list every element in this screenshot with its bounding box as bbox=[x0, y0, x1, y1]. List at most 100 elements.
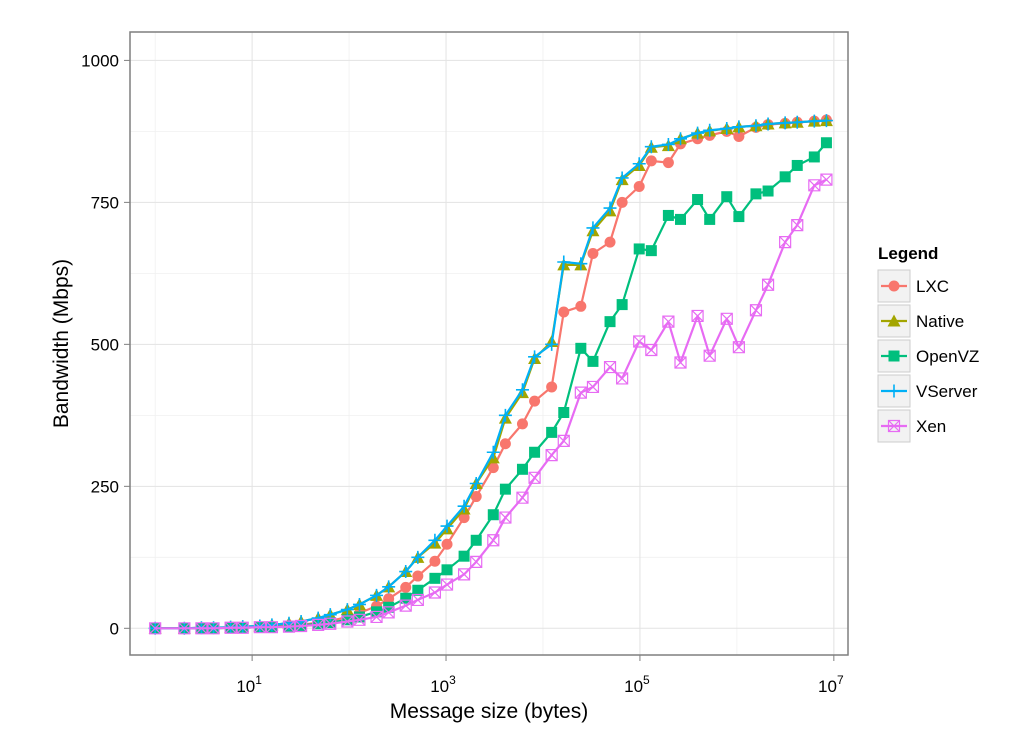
data-point-xen bbox=[761, 278, 775, 291]
data-point-openvz bbox=[529, 446, 541, 458]
data-point-vserver bbox=[545, 337, 559, 351]
series-xen bbox=[149, 173, 833, 635]
data-point-openvz bbox=[779, 171, 791, 183]
data-point-xen bbox=[633, 335, 646, 348]
data-point-lxc bbox=[633, 180, 645, 192]
data-point-vserver bbox=[428, 533, 442, 547]
data-point-vserver bbox=[323, 608, 337, 622]
data-point-vserver bbox=[486, 445, 500, 459]
y-tick-label: 750 bbox=[91, 193, 119, 212]
data-point-xen bbox=[732, 341, 745, 354]
data-point-xen bbox=[791, 218, 804, 232]
data-point-openvz bbox=[820, 137, 832, 149]
data-point-vserver bbox=[632, 157, 646, 171]
data-point-openvz bbox=[516, 463, 528, 475]
data-point-openvz bbox=[604, 316, 616, 328]
data-point-xen bbox=[586, 380, 600, 394]
data-point-lxc bbox=[616, 196, 628, 208]
data-point-vserver bbox=[574, 257, 588, 271]
x-axis-title: Message size (bytes) bbox=[390, 700, 588, 723]
data-point-vserver bbox=[498, 408, 512, 422]
legend-label-lxc: LXC bbox=[916, 277, 949, 296]
data-point-vserver bbox=[515, 383, 529, 397]
data-point-vserver bbox=[732, 120, 746, 134]
data-point-vserver bbox=[399, 565, 413, 579]
data-point-openvz bbox=[662, 209, 674, 221]
data-point-lxc bbox=[499, 438, 511, 450]
legend-key-marker bbox=[888, 350, 900, 362]
data-point-xen bbox=[370, 610, 383, 624]
data-point-vserver bbox=[778, 116, 792, 130]
y-axis-title: Bandwidth (Mbps) bbox=[50, 259, 73, 428]
legend-label-vserver: VServer bbox=[916, 382, 978, 401]
y-tick-label: 250 bbox=[91, 477, 119, 496]
data-point-vserver bbox=[469, 476, 483, 490]
data-point-openvz bbox=[704, 213, 716, 225]
data-point-openvz bbox=[324, 617, 336, 629]
data-point-vserver bbox=[674, 132, 688, 146]
legend-item-openvz: OpenVZ bbox=[877, 339, 979, 373]
data-point-lxc bbox=[487, 462, 499, 474]
data-point-vserver bbox=[661, 137, 675, 151]
data-point-xen bbox=[224, 621, 237, 634]
data-point-xen bbox=[779, 236, 792, 249]
data-point-vserver bbox=[370, 588, 384, 602]
data-point-xen bbox=[265, 621, 279, 634]
data-point-vserver bbox=[411, 550, 425, 564]
data-point-openvz bbox=[499, 483, 511, 495]
data-point-vserver bbox=[340, 603, 354, 617]
data-point-openvz bbox=[791, 159, 803, 171]
data-point-xen bbox=[808, 179, 821, 192]
y-tick-label: 1000 bbox=[81, 51, 119, 70]
data-point-xen bbox=[353, 613, 366, 626]
legend-key-marker bbox=[887, 384, 901, 398]
legend-item-native: Native bbox=[877, 304, 964, 338]
data-point-xen bbox=[440, 578, 454, 591]
data-point-lxc bbox=[662, 157, 674, 169]
series-layer bbox=[148, 114, 833, 635]
data-point-vserver bbox=[311, 611, 325, 625]
plot-panel-border bbox=[129, 31, 849, 656]
data-point-xen bbox=[294, 619, 308, 633]
data-point-xen bbox=[341, 615, 354, 628]
data-point-xen bbox=[574, 386, 587, 399]
data-point-openvz bbox=[400, 592, 412, 604]
data-point-xen bbox=[691, 309, 704, 323]
legend: Legend LXC Native OpenVZ VServer Xen bbox=[877, 244, 979, 443]
data-point-openvz bbox=[692, 194, 704, 206]
data-point-xen bbox=[557, 434, 570, 447]
data-point-xen bbox=[545, 448, 558, 462]
data-point-openvz bbox=[412, 584, 424, 596]
y-tick-label: 500 bbox=[91, 335, 119, 354]
data-point-lxc bbox=[458, 512, 470, 524]
data-point-lxc bbox=[529, 395, 541, 407]
data-point-vserver bbox=[761, 117, 775, 131]
data-point-vserver bbox=[615, 171, 629, 185]
data-point-vserver bbox=[557, 255, 571, 269]
data-point-lxc bbox=[575, 300, 587, 312]
data-point-vserver bbox=[382, 580, 396, 594]
data-point-lxc bbox=[645, 155, 657, 167]
data-point-xen bbox=[428, 586, 442, 599]
data-point-xen bbox=[178, 622, 191, 635]
x-tick-label: 105 bbox=[624, 673, 650, 696]
data-point-vserver bbox=[586, 221, 600, 235]
data-point-xen bbox=[674, 356, 687, 369]
data-point-xen bbox=[662, 315, 675, 328]
data-point-openvz bbox=[645, 245, 657, 257]
series-line-openvz bbox=[155, 142, 828, 630]
data-point-xen bbox=[282, 620, 296, 633]
legend-key-marker bbox=[887, 314, 901, 327]
data-point-lxc bbox=[400, 581, 412, 593]
data-point-xen bbox=[603, 360, 617, 374]
legend-label-xen: Xen bbox=[916, 417, 946, 436]
data-point-lxc bbox=[558, 306, 570, 318]
data-point-lxc bbox=[587, 247, 599, 259]
data-point-vserver bbox=[603, 201, 617, 215]
data-point-openvz bbox=[487, 509, 499, 521]
data-point-openvz bbox=[429, 572, 441, 584]
data-point-vserver bbox=[352, 597, 366, 611]
data-point-vserver bbox=[457, 499, 471, 513]
data-point-vserver bbox=[265, 618, 279, 632]
data-point-openvz bbox=[733, 211, 745, 223]
